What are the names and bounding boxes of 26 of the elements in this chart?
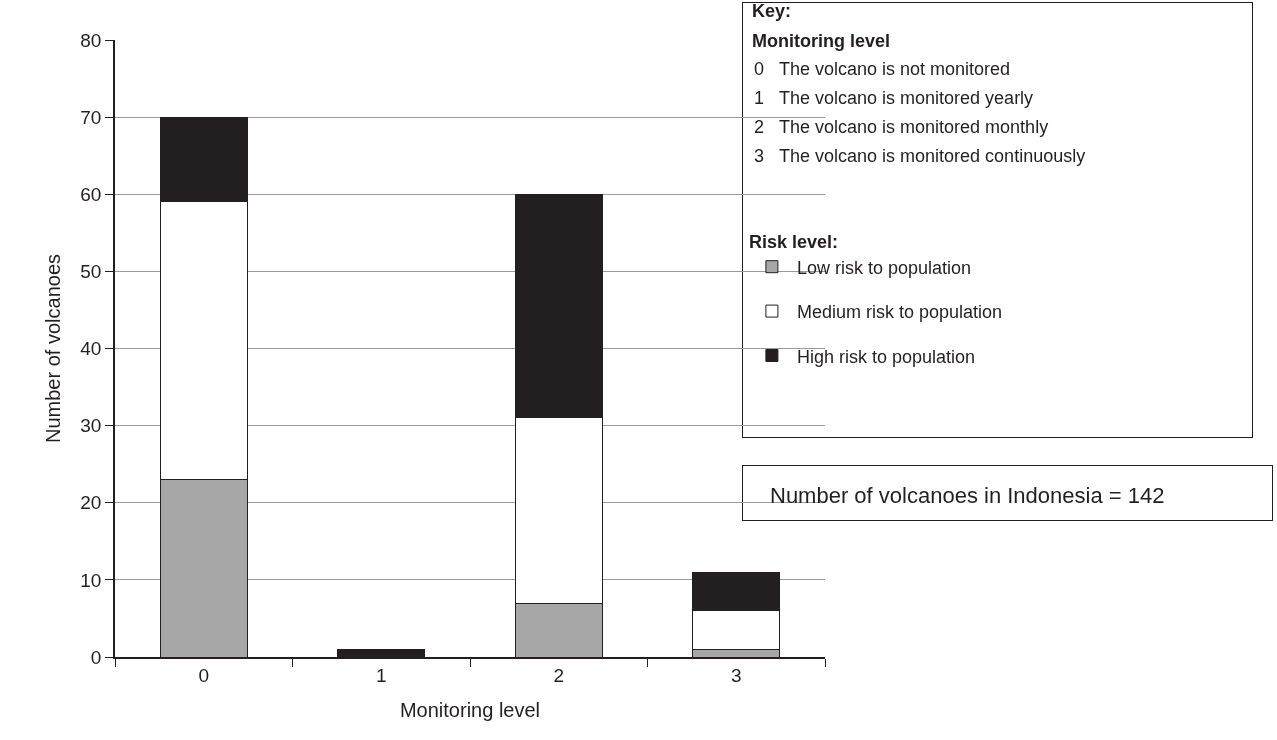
- legend-label: High risk to population: [796, 346, 976, 367]
- annotation: Number of volcanoes in Indonesia = 142: [770, 483, 1165, 508]
- x-axis-title: Monitoring level: [399, 698, 541, 721]
- y-tick-label: 70: [80, 106, 102, 128]
- annotation: 3 The volcano is monitored continuously: [754, 146, 1086, 166]
- x-tick-label: 0: [198, 664, 210, 686]
- y-tick-label: 0: [90, 646, 102, 668]
- x-tick-label: 1: [375, 664, 387, 686]
- annotation: Monitoring level: [752, 31, 891, 51]
- text: Key:: [752, 1, 792, 21]
- y-tick-label: 30: [80, 415, 102, 437]
- legend-label: Low risk to population: [796, 257, 972, 278]
- legend-title: Risk level:: [748, 232, 838, 253]
- y-tick-label: 60: [80, 183, 102, 205]
- y-tick-label: 50: [80, 261, 102, 283]
- annotation: 1 The volcano is monitored yearly: [754, 88, 1034, 108]
- y-tick-label: 40: [80, 338, 102, 360]
- x-tick-label: 2: [553, 664, 565, 686]
- y-axis-title: Number of volcanoes: [42, 254, 65, 443]
- annotation: 2 The volcano is monitored monthly: [754, 117, 1049, 137]
- y-tick-label: 10: [80, 569, 102, 591]
- annotation: 0 The volcano is not monitored: [754, 59, 1011, 79]
- y-tick-label: 80: [80, 29, 102, 51]
- y-tick-label: 20: [80, 492, 102, 514]
- legend-label: Medium risk to population: [796, 302, 1003, 323]
- x-tick-label: 3: [730, 664, 742, 686]
